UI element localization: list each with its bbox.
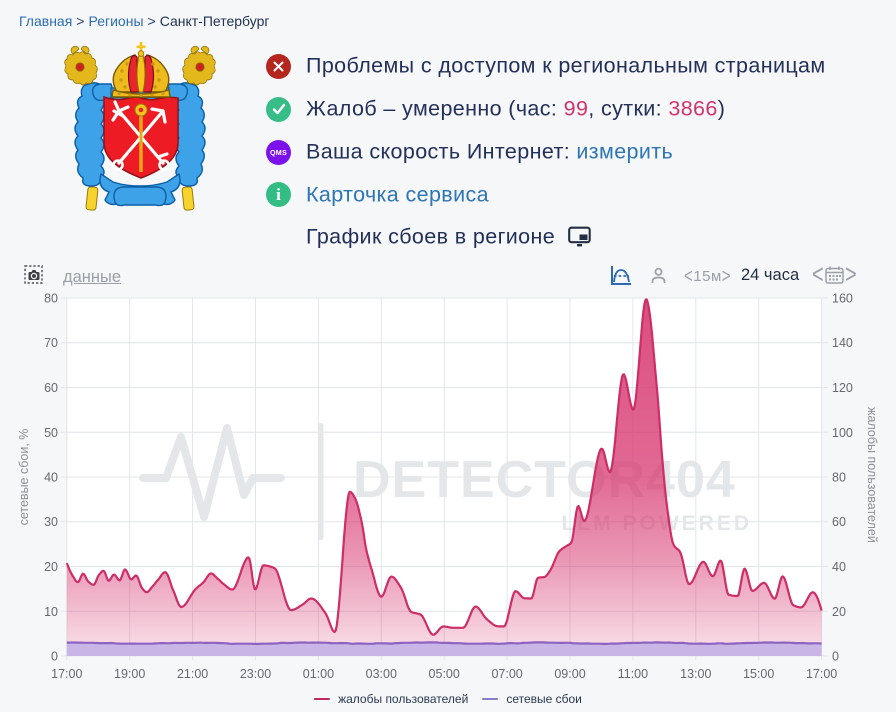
svg-text:сетевые сбои, %: сетевые сбои, % [17,429,31,526]
svg-text:30: 30 [44,515,58,529]
svg-text:07:00: 07:00 [491,667,522,681]
svg-text:40: 40 [44,471,58,485]
svg-text:DETECTOR404: DETECTOR404 [353,451,736,509]
svg-text:40: 40 [832,560,846,574]
svg-text:70: 70 [44,336,58,350]
svg-text:03:00: 03:00 [366,667,397,681]
svg-text:100: 100 [832,426,853,440]
svg-text:50: 50 [44,426,58,440]
svg-text:10: 10 [44,605,58,619]
svg-text:23:00: 23:00 [240,667,271,681]
svg-text:0: 0 [832,650,839,664]
svg-text:15:00: 15:00 [743,667,774,681]
svg-text:11:00: 11:00 [618,667,648,681]
svg-text:60: 60 [832,515,846,529]
svg-text:жалобы пользователей: жалобы пользователей [865,407,879,543]
svg-text:13:00: 13:00 [680,667,711,681]
svg-text:120: 120 [832,381,853,395]
svg-text:21:00: 21:00 [177,667,208,681]
svg-text:160: 160 [832,292,853,306]
svg-text:140: 140 [832,336,853,350]
svg-text:80: 80 [44,292,58,306]
svg-text:0: 0 [51,650,58,664]
svg-text:60: 60 [44,381,58,395]
svg-text:01:00: 01:00 [303,667,334,681]
svg-text:05:00: 05:00 [429,667,460,681]
svg-text:20: 20 [44,560,58,574]
svg-text:20: 20 [832,605,846,619]
svg-text:17:00: 17:00 [806,667,837,681]
svg-text:17:00: 17:00 [51,667,82,681]
svg-text:19:00: 19:00 [114,667,145,681]
svg-text:09:00: 09:00 [554,667,585,681]
svg-text:80: 80 [832,471,846,485]
